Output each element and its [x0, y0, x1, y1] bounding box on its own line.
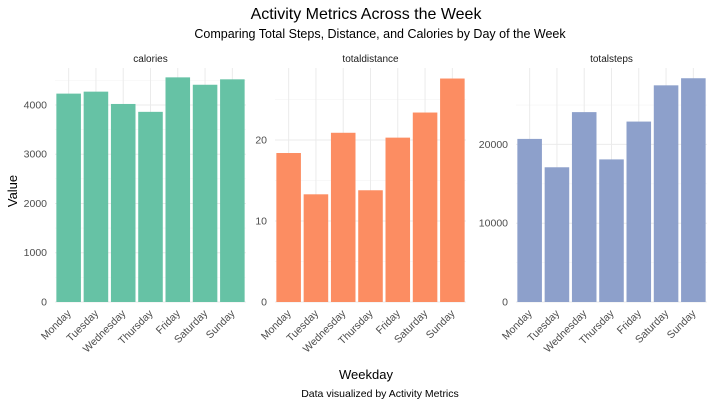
bar-totalsteps-saturday: [653, 85, 679, 302]
panel-totaldistance: 01020totaldistanceMondayTuesdayWednesday…: [255, 54, 466, 355]
bar-calories-friday: [165, 77, 191, 302]
bar-totaldistance-monday: [276, 153, 301, 302]
bar-calories-saturday: [192, 84, 218, 302]
bar-totalsteps-sunday: [681, 78, 706, 302]
bar-totaldistance-friday: [385, 137, 411, 302]
y-tick-label: 0: [41, 297, 47, 309]
y-tick-label: 4000: [24, 99, 48, 111]
y-tick-label: 10000: [479, 218, 508, 230]
x-tick-label: Sunday: [665, 307, 699, 341]
chart-title: Activity Metrics Across the Week: [251, 6, 483, 23]
bar-calories-monday: [56, 93, 81, 302]
bar-totaldistance-sunday: [440, 78, 465, 302]
bar-calories-wednesday: [110, 103, 136, 303]
y-tick-label: 0: [261, 297, 267, 309]
chart-caption: Data visualized by Activity Metrics: [301, 388, 459, 400]
bar-calories-thursday: [138, 111, 163, 302]
y-tick-label: 2000: [24, 198, 48, 210]
bar-calories-sunday: [220, 79, 245, 302]
bar-totaldistance-tuesday: [303, 194, 329, 302]
y-tick-label: 0: [502, 297, 508, 309]
y-axis-label: Value: [5, 175, 20, 207]
bar-totalsteps-thursday: [599, 159, 624, 302]
facet-strip-label: totalsteps: [590, 54, 633, 65]
y-tick-label: 3000: [24, 149, 48, 161]
y-tick-label: 20: [255, 135, 267, 147]
bar-totaldistance-wednesday: [330, 132, 356, 302]
facet-panels: 01000200030004000caloriesMondayTuesdayWe…: [24, 54, 707, 355]
facet-strip-label: calories: [133, 54, 167, 65]
bar-totaldistance-saturday: [412, 112, 438, 303]
y-tick-label: 10: [255, 216, 267, 228]
y-tick-label: 20000: [479, 139, 508, 151]
bar-totaldistance-thursday: [358, 190, 383, 302]
x-axis-label: Weekday: [339, 367, 393, 382]
chart-subtitle: Comparing Total Steps, Distance, and Cal…: [194, 27, 566, 41]
bar-totalsteps-wednesday: [571, 112, 597, 302]
bar-totalsteps-friday: [626, 121, 652, 302]
x-tick-label: Sunday: [424, 307, 458, 341]
panel-calories: 01000200030004000caloriesMondayTuesdayWe…: [24, 54, 246, 355]
x-tick-label: Sunday: [204, 307, 238, 341]
facet-strip-label: totaldistance: [342, 54, 399, 65]
bar-totalsteps-tuesday: [544, 167, 570, 302]
panel-totalsteps: 01000020000totalstepsMondayTuesdayWednes…: [479, 54, 707, 355]
bar-calories-tuesday: [83, 91, 109, 302]
y-tick-label: 1000: [24, 247, 48, 259]
bar-totalsteps-monday: [517, 138, 542, 302]
